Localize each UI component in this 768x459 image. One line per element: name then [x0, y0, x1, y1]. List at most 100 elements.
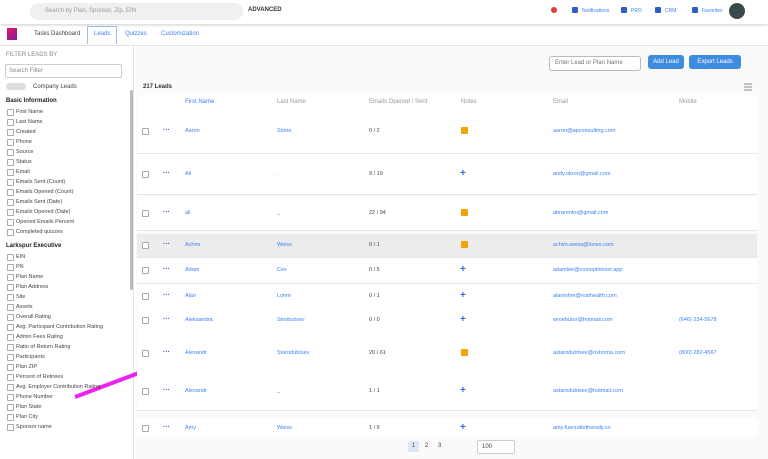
column-header[interactable]: Notes [461, 99, 477, 105]
row-menu[interactable]: ··· [163, 292, 170, 299]
cell-first[interactable]: Ali [185, 171, 192, 177]
filter-checkbox[interactable] [7, 304, 14, 311]
note-icon[interactable] [461, 127, 468, 134]
filter-checkbox[interactable] [7, 384, 14, 391]
page-button[interactable]: 1 [408, 441, 419, 452]
filter-checkbox[interactable] [7, 169, 14, 176]
row-menu[interactable]: ··· [163, 266, 170, 273]
cell-first[interactable]: ali [185, 210, 191, 216]
filter-checkbox[interactable] [7, 229, 14, 236]
cell-first[interactable]: Amy [185, 425, 196, 431]
add-note-icon[interactable]: + [460, 385, 466, 396]
page-button[interactable]: 2 [424, 443, 429, 449]
filter-search[interactable] [5, 64, 122, 78]
cell-email[interactable]: achim.weiss@lonex.com [553, 242, 614, 248]
add-note-icon[interactable]: + [460, 422, 466, 433]
toggle[interactable] [6, 83, 26, 90]
row-checkbox[interactable] [142, 293, 149, 300]
filter-checkbox[interactable] [7, 404, 14, 411]
row-menu[interactable]: ··· [163, 424, 170, 431]
tab[interactable]: Leads [94, 31, 111, 37]
row-checkbox[interactable] [142, 171, 149, 178]
filter-checkbox[interactable] [7, 374, 14, 381]
row-checkbox[interactable] [142, 350, 149, 357]
filter-checkbox[interactable] [7, 179, 14, 186]
filter-checkbox[interactable] [7, 394, 14, 401]
cell-email[interactable]: andy.okron@gmail.com [553, 171, 611, 177]
cell-first[interactable]: Alan [185, 293, 197, 299]
filter-checkbox[interactable] [7, 294, 14, 301]
export-leads[interactable]: Export Leads [689, 55, 741, 69]
cell-email[interactable]: aaron@apconsulting.com [553, 128, 616, 134]
cell-email[interactable]: adamlee@coinoptimizer.app [553, 267, 623, 273]
filter-checkbox[interactable] [7, 119, 14, 126]
row-menu[interactable]: ··· [163, 209, 170, 216]
filter-checkbox[interactable] [7, 129, 14, 136]
add-note-icon[interactable]: + [460, 290, 466, 301]
lead-search[interactable] [549, 56, 641, 71]
row-menu[interactable]: ··· [163, 170, 170, 177]
search-box[interactable] [30, 3, 243, 20]
filter-checkbox[interactable] [7, 209, 14, 216]
filter-checkbox[interactable] [7, 284, 14, 291]
cell-email[interactable]: astarodubtsev@hotmail.com [553, 388, 623, 394]
cell-first[interactable]: Achim [185, 242, 201, 248]
row-checkbox[interactable] [142, 210, 149, 217]
note-icon[interactable] [461, 209, 468, 216]
add-note-icon[interactable]: + [460, 314, 466, 325]
filter-checkbox[interactable] [7, 159, 14, 166]
filter-checkbox[interactable] [7, 254, 14, 261]
add-lead[interactable]: Add Lead [648, 55, 684, 69]
page-size[interactable]: 100 [477, 440, 515, 454]
filter-checkbox[interactable] [7, 219, 14, 226]
column-header[interactable]: Email [553, 99, 569, 105]
cell-email[interactable]: astarodubtsev@ristroma.com [553, 350, 625, 356]
filter-checkbox[interactable] [7, 274, 14, 281]
add-note-icon[interactable]: + [460, 264, 466, 275]
column-header[interactable]: Mobile [679, 99, 697, 105]
column-header[interactable]: Emails Opened / Sent [369, 99, 428, 105]
cell-first[interactable]: Aleksandra [185, 317, 213, 323]
page-button[interactable]: 3 [437, 443, 442, 449]
cell-first[interactable]: Aaron [185, 128, 200, 134]
filter-checkbox[interactable] [7, 354, 14, 361]
filter-checkbox[interactable] [7, 334, 14, 341]
filter-checkbox[interactable] [7, 424, 14, 431]
nav-icon[interactable] [621, 7, 627, 13]
filter-checkbox[interactable] [7, 364, 14, 371]
cell-email[interactable]: wroebutor@hotmail.com [553, 317, 613, 323]
nav-item[interactable]: CRM [665, 8, 677, 14]
nav-item[interactable]: PRO [631, 8, 642, 14]
row-menu[interactable]: ··· [163, 387, 170, 394]
cell-email[interactable]: alanlohm@rosihealth.com [553, 293, 617, 299]
filter-checkbox[interactable] [7, 324, 14, 331]
filter-checkbox[interactable] [7, 414, 14, 421]
nav-icon[interactable] [692, 7, 698, 13]
cell-email[interactable]: abrarenko@gmail.com [553, 210, 609, 216]
column-header[interactable]: First Name [185, 99, 215, 105]
nav-icon[interactable] [655, 7, 661, 13]
filter-checkbox[interactable] [7, 344, 14, 351]
row-menu[interactable]: ··· [163, 316, 170, 323]
filter-checkbox[interactable] [7, 139, 14, 146]
nav-icon[interactable] [572, 7, 578, 13]
add-note-icon[interactable]: + [460, 168, 466, 179]
filter-checkbox[interactable] [7, 109, 14, 116]
row-checkbox[interactable] [142, 267, 149, 274]
filter-checkbox[interactable] [7, 199, 14, 206]
nav-item[interactable]: Notifications [582, 8, 610, 14]
tab[interactable]: Quizzes [125, 31, 147, 37]
column-header[interactable]: Last Name [277, 99, 307, 105]
filter-checkbox[interactable] [7, 264, 14, 271]
row-checkbox[interactable] [142, 317, 149, 324]
cell-first[interactable]: Alexandr [185, 388, 207, 394]
row-menu[interactable]: ··· [163, 349, 170, 356]
filter-checkbox[interactable] [7, 189, 14, 196]
note-icon[interactable] [461, 241, 468, 248]
cell-first[interactable]: Alexandr [185, 350, 207, 356]
cell-first[interactable]: Adam [185, 267, 200, 273]
filter-checkbox[interactable] [7, 149, 14, 156]
nav-item[interactable]: Favorites [702, 8, 723, 14]
row-menu[interactable]: ··· [163, 241, 170, 248]
tab[interactable]: Tasks Dashboard [34, 31, 81, 37]
